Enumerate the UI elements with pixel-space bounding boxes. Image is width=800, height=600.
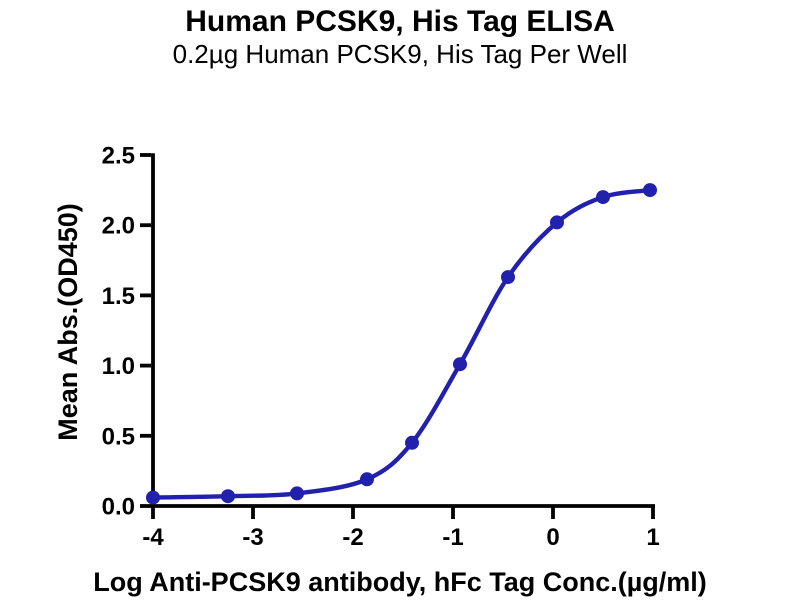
y-tick-label: 1.0 bbox=[102, 353, 135, 380]
data-point bbox=[643, 183, 657, 198]
x-tick-label: -2 bbox=[342, 524, 363, 551]
data-point bbox=[405, 435, 419, 450]
chart-subtitle: 0.2µg Human PCSK9, His Tag Per Well bbox=[172, 39, 628, 69]
fit-curve bbox=[150, 187, 653, 500]
data-point bbox=[596, 190, 610, 205]
tick-labels: -4 -3 -2 -1 0 1 0.0 0.5 1.0 1.5 2.0 2.5 bbox=[102, 143, 660, 552]
data-point bbox=[360, 472, 374, 487]
x-axis-label: Log Anti-PCSK9 antibody, hFc Tag Conc.(µ… bbox=[93, 567, 707, 597]
y-tick-label: 2.0 bbox=[102, 213, 135, 240]
y-tick-label: 2.5 bbox=[102, 143, 135, 170]
y-tick-label: 0.0 bbox=[102, 494, 135, 521]
data-point bbox=[550, 215, 564, 230]
x-tick-label: -4 bbox=[142, 524, 164, 551]
data-point bbox=[453, 357, 467, 372]
x-tick-label: -3 bbox=[242, 524, 263, 551]
y-tick-label: 1.5 bbox=[102, 283, 135, 310]
axes bbox=[140, 153, 655, 519]
x-tick-label: 1 bbox=[646, 524, 659, 551]
y-tick-label: 0.5 bbox=[102, 423, 135, 450]
x-tick-label: 0 bbox=[546, 524, 559, 551]
x-tick-label: -1 bbox=[442, 524, 463, 551]
data-point bbox=[290, 486, 304, 501]
data-point bbox=[221, 489, 235, 504]
data-points bbox=[146, 183, 657, 505]
data-point bbox=[501, 270, 515, 285]
data-point bbox=[146, 490, 160, 505]
chart-title: Human PCSK9, His Tag ELISA bbox=[185, 5, 615, 38]
